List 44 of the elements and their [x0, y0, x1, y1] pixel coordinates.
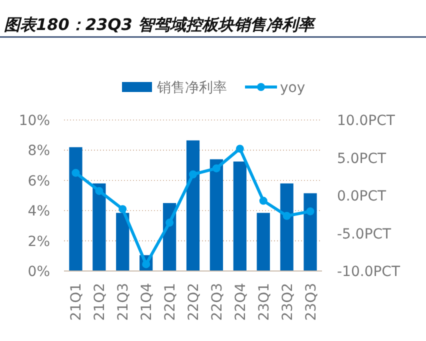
y-tick-label: 4%: [28, 204, 50, 220]
x-tick-label: 23Q3: [303, 283, 320, 321]
point: [212, 164, 220, 172]
x-tick-label: 22Q3: [209, 283, 226, 321]
point: [259, 196, 268, 205]
point: [118, 205, 127, 214]
point: [72, 168, 80, 177]
bar: [69, 147, 82, 271]
bar: [186, 140, 200, 271]
legend-label: 销售净利率: [156, 80, 227, 96]
y2-tick-label: 5.0PCT: [337, 150, 386, 167]
x-tick-label: 21Q1: [68, 283, 85, 321]
y-tick-label: 0%: [28, 264, 50, 280]
bar: [92, 183, 106, 271]
x-tick-label: 21Q4: [139, 282, 156, 321]
x-tick-label: 23Q1: [256, 283, 272, 321]
y-tick-label: 2%: [28, 234, 50, 250]
point: [282, 212, 291, 220]
bar: [304, 193, 317, 271]
y-tick-label: 8%: [28, 143, 50, 160]
y2-tick-label: 0.0PCT: [337, 188, 386, 204]
x-tick-label: 22Q2: [186, 283, 202, 321]
point: [95, 186, 104, 195]
x-tick-label: 22Q1: [162, 283, 179, 321]
y2-tick-label: -5.0PCT: [337, 226, 392, 242]
bar: [280, 183, 294, 271]
point: [236, 144, 244, 153]
y2-tick-label: -10.0PCT: [337, 264, 400, 280]
x-tick-label: 21Q3: [116, 283, 132, 321]
y-tick-label: 6%: [28, 173, 50, 190]
legend-label: yoy: [280, 80, 306, 96]
bar: [233, 162, 246, 271]
y-tick-label: 10%: [18, 113, 50, 129]
bar: [256, 212, 270, 271]
point: [166, 218, 174, 227]
x-tick-label: 23Q2: [280, 283, 296, 321]
title: 图表180：23Q3 智驾域控板块销售净利率: [4, 15, 314, 34]
point: [306, 207, 314, 216]
y2-tick-label: 10.0PCT: [337, 113, 396, 129]
bar: [210, 159, 224, 271]
x-tick-label: 22Q4: [232, 282, 249, 321]
point: [189, 170, 197, 178]
bar: [116, 212, 130, 271]
x-tick-label: 21Q2: [92, 283, 108, 321]
